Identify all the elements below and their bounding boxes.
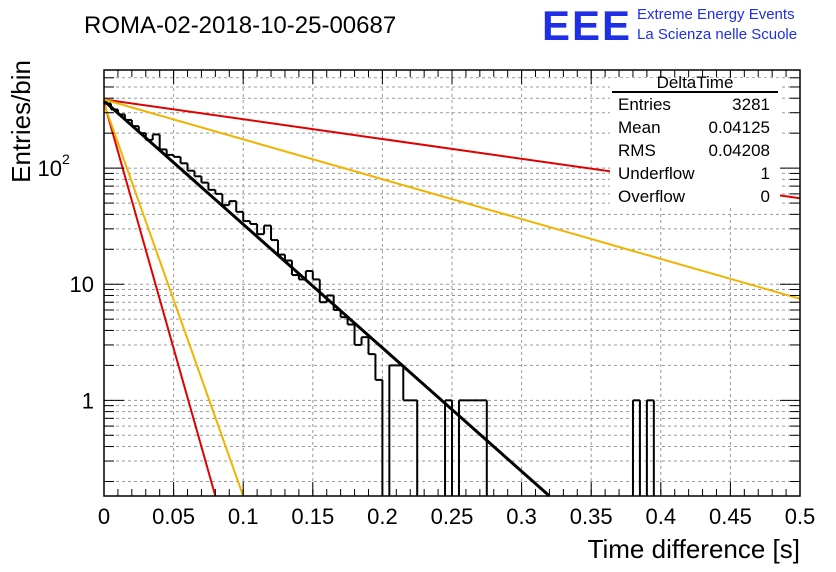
stats-value: 0.04208 [709, 141, 770, 160]
x-tick-label: 0 [98, 504, 110, 529]
stats-label: Mean [618, 118, 661, 137]
stats-label: RMS [618, 141, 656, 160]
y-tick-label: 1 [82, 388, 94, 413]
eee-logo: EEE [542, 2, 632, 49]
y-axis-label: Entries/bin [6, 60, 36, 183]
x-tick-labels: 0 0.05 0.1 0.15 0.2 0.25 0.3 0.35 0.4 0.45 0.5 [98, 504, 815, 529]
x-tick-label: 0.3 [506, 504, 537, 529]
axis-ticks [103, 70, 801, 496]
curve-yellow-shallow [103, 98, 801, 300]
x-tick-label: 0.1 [228, 504, 259, 529]
x-tick-label: 0.4 [646, 504, 677, 529]
histogram [104, 102, 655, 496]
stats-label: Entries [618, 95, 671, 114]
stats-title: DeltaTime [657, 73, 734, 92]
x-tick-label: 0.2 [367, 504, 398, 529]
logo-line1: Extreme Energy Events [637, 6, 795, 23]
stats-value: 1 [761, 164, 770, 183]
x-tick-label: 0.5 [785, 504, 816, 529]
stats-box: DeltaTime Entries 3281 Mean 0.04125 RMS 0.042… [610, 73, 780, 208]
x-tick-label: 0.45 [709, 504, 752, 529]
run-title: ROMA-02-2018-10-25-00687 [84, 12, 396, 39]
stats-label: Overflow [618, 187, 686, 206]
x-tick-label: 0.15 [291, 504, 334, 529]
y-tick-label: 10 [38, 156, 62, 181]
curve-yellow-steep [103, 103, 245, 497]
stats-value: 3281 [732, 95, 770, 114]
x-tick-label: 0.05 [152, 504, 195, 529]
stats-value: 0 [761, 187, 770, 206]
curve-red-steep [103, 101, 217, 497]
x-axis-label: Time difference [s] [588, 534, 800, 564]
x-tick-label: 0.25 [431, 504, 474, 529]
stats-value: 0.04125 [709, 118, 770, 137]
logo-line2: La Scienza nelle Scuole [637, 26, 797, 43]
x-tick-label: 0.35 [570, 504, 613, 529]
stats-label: Underflow [618, 164, 695, 183]
y-tick-label-exponent: 2 [62, 151, 70, 167]
y-tick-label: 10 [70, 272, 94, 297]
